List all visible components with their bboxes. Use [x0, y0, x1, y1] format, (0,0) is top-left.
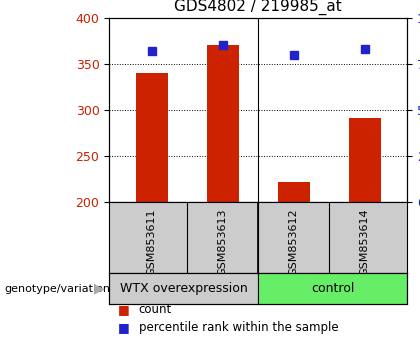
- Text: WTX overexpression: WTX overexpression: [120, 282, 248, 295]
- Text: ▶: ▶: [94, 281, 105, 296]
- Text: percentile rank within the sample: percentile rank within the sample: [139, 321, 338, 333]
- Bar: [136, 73, 168, 202]
- Text: genotype/variation: genotype/variation: [4, 284, 110, 293]
- Bar: [349, 118, 381, 202]
- Text: ■: ■: [118, 321, 129, 333]
- FancyBboxPatch shape: [109, 273, 258, 304]
- FancyBboxPatch shape: [258, 273, 407, 304]
- Text: GSM853614: GSM853614: [360, 209, 370, 276]
- Text: control: control: [311, 282, 354, 295]
- Text: count: count: [139, 303, 172, 316]
- Text: GSM853613: GSM853613: [218, 209, 228, 276]
- Text: GSM853611: GSM853611: [147, 209, 157, 276]
- Bar: [207, 45, 239, 202]
- Text: ■: ■: [118, 303, 129, 316]
- Text: GSM853612: GSM853612: [289, 209, 299, 276]
- Title: GDS4802 / 219985_at: GDS4802 / 219985_at: [174, 0, 342, 15]
- Bar: [278, 182, 310, 202]
